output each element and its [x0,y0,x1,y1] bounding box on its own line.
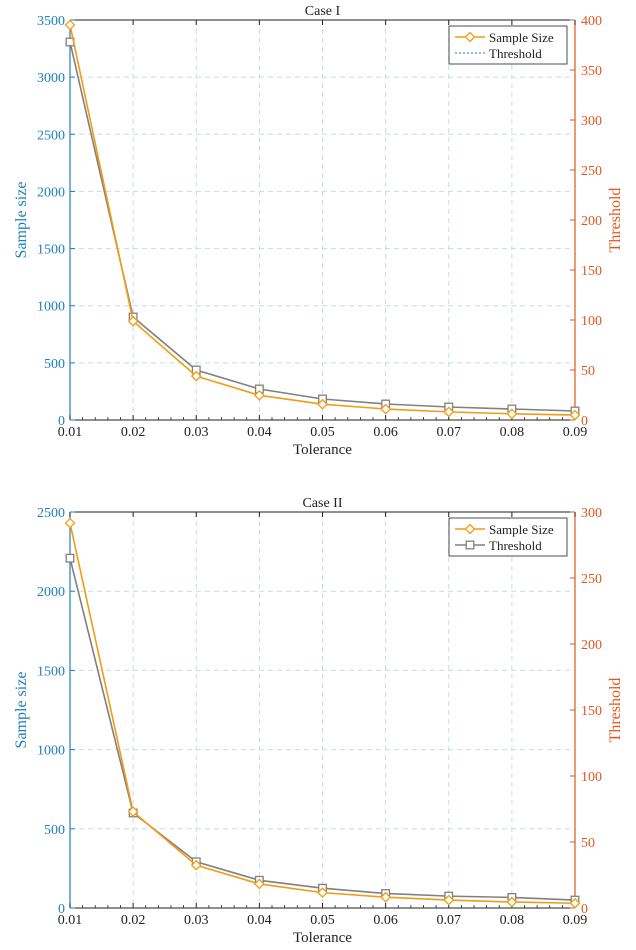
right-y-tick-label: 300 [581,114,602,129]
x-tick-label: 0.04 [247,913,272,928]
data-point [443,894,455,906]
data-point [569,409,581,421]
right-y-tick-label: 400 [581,14,602,29]
right-y-axis-label: Threshold [607,678,624,743]
x-tick-label: 0.07 [437,425,462,440]
x-axis-label: Tolerance [293,930,352,946]
data-point [253,878,265,890]
left-y-tick-label: 1000 [37,744,65,759]
x-tick-label: 0.03 [184,913,209,928]
x-tick-label: 0.02 [121,913,146,928]
x-tick-label: 0.09 [563,913,588,928]
data-point [65,553,75,563]
right-y-tick-label: 250 [581,164,602,179]
data-point [127,806,139,818]
grid [70,20,575,420]
x-tick-label: 0.01 [58,425,83,440]
right-y-tick-label: 100 [581,770,602,785]
right-y-tick-label: 200 [581,638,602,653]
legend-label: Sample Size [489,522,554,537]
data-point [380,403,392,415]
data-point [317,887,328,899]
right-y-tick-label: 0 [581,414,588,429]
data-point [64,19,76,31]
data-point [190,859,202,871]
chart-title: Case II [302,496,342,511]
x-tick-label: 0.07 [437,913,462,928]
x-tick-label: 0.08 [500,425,525,440]
legend-box [448,517,568,557]
legend-marker [465,540,475,550]
right-y-tick-label: 250 [581,572,602,587]
left-y-tick-label: 1500 [37,664,65,679]
data-point [569,897,581,909]
left-y-ticks: 0 500 1000 1500 2000 2500 [37,506,75,917]
x-ticks: 0.01 0.02 0.03 0.04 0.05 0.06 0.07 0.08 0.09 [58,512,588,928]
x-tick-label: 0.01 [58,913,83,928]
series-sample-size [64,517,581,909]
right-y-axis-label: Threshold [607,188,624,253]
chart-panel-1: 0.01 0.02 0.03 0.04 0.05 0.06 0.07 0.08 0.090500… [13,4,624,458]
data-point [506,896,518,908]
chart-panel-2: 0.01 0.02 0.03 0.04 0.05 0.06 0.07 0.08 0.090500… [13,496,624,946]
legend-marker [464,31,476,43]
left-y-tick-label: 2000 [37,185,65,200]
left-y-tick-label: 3000 [37,71,65,86]
legend-label: Sample Size [489,30,554,45]
data-point [506,408,518,420]
x-axis-label: Tolerance [293,442,352,458]
right-y-tick-label: 50 [581,364,595,379]
left-y-tick-label: 500 [44,357,65,372]
x-ticks: 0.01 0.02 0.03 0.04 0.05 0.06 0.07 0.08 0.09 [58,20,588,440]
x-tick-label: 0.05 [310,425,335,440]
x-tick-label: 0.09 [563,425,588,440]
x-tick-label: 0.06 [373,913,398,928]
series-sample-size [64,19,581,421]
right-y-tick-label: 100 [581,314,602,329]
right-y-ticks: 0 50 100 150 200 250 300 [570,506,602,917]
legend-label: Threshold [489,538,542,553]
data-point [64,517,76,529]
right-y-tick-label: 150 [581,264,602,279]
data-point [127,315,139,327]
right-y-ticks: 0 50 100 150 200 250 300 350 400 [570,14,602,429]
legend-marker [464,523,476,535]
right-y-tick-label: 200 [581,214,602,229]
left-y-tick-label: 3500 [37,14,65,29]
chart-title: Case I [305,4,341,19]
x-tick-label: 0.08 [500,913,525,928]
x-tick-label: 0.04 [247,425,272,440]
right-y-tick-label: 50 [581,836,595,851]
data-point [380,891,392,903]
left-y-tick-label: 500 [44,823,65,838]
data-point [317,398,328,410]
data-point [443,406,455,418]
grid [70,512,575,908]
x-tick-label: 0.05 [310,913,335,928]
left-y-ticks: 0 500 1000 1500 2000 2500 3000 3500 [37,14,75,429]
left-y-tick-label: 0 [58,902,65,917]
legend-box [448,25,568,65]
left-y-axis-label: Sample size [13,672,30,749]
right-y-tick-label: 150 [581,704,602,719]
right-y-tick-label: 0 [581,902,588,917]
data-point [190,370,202,382]
data-point [253,389,265,401]
x-tick-label: 0.03 [184,425,209,440]
left-y-tick-label: 2500 [37,128,65,143]
left-y-tick-label: 0 [58,414,65,429]
x-tick-label: 0.02 [121,425,146,440]
right-y-tick-label: 350 [581,64,602,79]
legend-label: Threshold [489,46,542,61]
right-y-tick-label: 300 [581,506,602,521]
left-y-axis-label: Sample size [13,182,30,259]
x-tick-label: 0.06 [373,425,398,440]
left-y-tick-label: 1000 [37,300,65,315]
left-y-tick-label: 2000 [37,585,65,600]
left-y-tick-label: 2500 [37,506,65,521]
left-y-tick-label: 1500 [37,243,65,258]
